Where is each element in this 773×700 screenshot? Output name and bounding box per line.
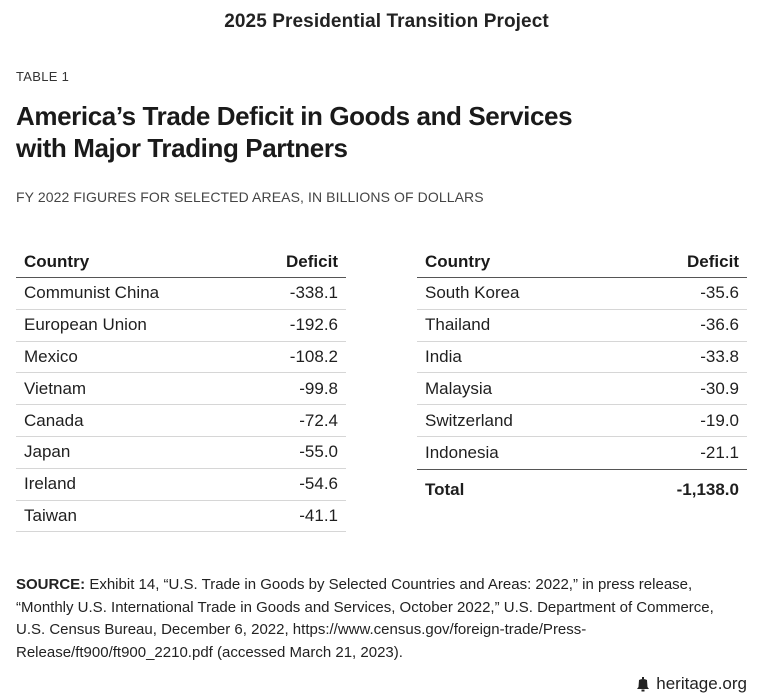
deficit-cell: -19.0 [700, 410, 739, 430]
deficit-cell: -21.1 [700, 442, 739, 462]
source-label: SOURCE: [16, 576, 86, 593]
source-note: SOURCE: Exhibit 14, “U.S. Trade in Goods… [16, 574, 736, 664]
table-row: Indonesia -21.1 [417, 437, 747, 469]
deficit-cell: -54.6 [299, 474, 338, 494]
table-row: India -33.8 [417, 342, 747, 374]
table-subtitle: FY 2022 FIGURES FOR SELECTED AREAS, IN B… [16, 189, 484, 205]
column-header-country: Country [425, 251, 491, 271]
country-cell: Canada [24, 410, 84, 430]
table-row: Ireland -54.6 [16, 469, 346, 501]
column-header-deficit: Deficit [286, 251, 338, 271]
country-cell: European Union [24, 315, 147, 335]
deficit-cell: -192.6 [289, 315, 338, 335]
table-row: Malaysia -30.9 [417, 373, 747, 406]
country-cell: India [425, 346, 462, 366]
country-cell: Indonesia [425, 442, 499, 462]
deficit-cell: -33.8 [700, 346, 739, 366]
deficit-cell: -338.1 [289, 283, 338, 303]
title-line-2: with Major Trading Partners [16, 133, 348, 163]
deficit-cell: -41.1 [299, 505, 338, 525]
title-line-1: America’s Trade Deficit in Goods and Ser… [16, 101, 573, 131]
deficit-table-left: Country Deficit Communist China -338.1 E… [16, 246, 346, 533]
column-header-country: Country [24, 251, 90, 271]
country-cell: South Korea [425, 283, 520, 303]
total-value: -1,138.0 [676, 479, 739, 499]
table-row: Mexico -108.2 [16, 342, 346, 374]
country-cell: Malaysia [425, 378, 493, 398]
table-label: TABLE 1 [16, 69, 70, 84]
deficit-cell: -35.6 [700, 283, 739, 303]
table-row: European Union -192.6 [16, 310, 346, 342]
country-cell: Vietnam [24, 378, 87, 398]
table-row: Canada -72.4 [16, 405, 346, 437]
country-cell: Ireland [24, 474, 76, 494]
column-header-deficit: Deficit [687, 251, 739, 271]
country-cell: Taiwan [24, 505, 77, 525]
table-row: Thailand -36.6 [417, 310, 747, 342]
table-title: America’s Trade Deficit in Goods and Ser… [16, 100, 573, 164]
table-row: Taiwan -41.1 [16, 501, 346, 533]
total-label: Total [425, 479, 465, 499]
table-row: Japan -55.0 [16, 437, 346, 469]
table-header-row: Country Deficit [417, 246, 747, 278]
deficit-cell: -72.4 [299, 410, 338, 430]
deficit-cell: -55.0 [299, 442, 338, 462]
table-row: South Korea -35.6 [417, 278, 747, 310]
table-row: Communist China -338.1 [16, 278, 346, 310]
country-cell: Japan [24, 442, 71, 462]
total-row: Total -1,138.0 [417, 468, 747, 510]
page-header: 2025 Presidential Transition Project [224, 11, 549, 32]
deficit-cell: -30.9 [700, 378, 739, 398]
liberty-bell-icon [636, 676, 650, 692]
country-cell: Switzerland [425, 410, 513, 430]
country-cell: Mexico [24, 346, 78, 366]
table-row: Switzerland -19.0 [417, 405, 747, 437]
deficit-cell: -99.8 [299, 378, 338, 398]
deficit-cell: -36.6 [700, 315, 739, 335]
footer: heritage.org [636, 674, 747, 694]
deficit-cell: -108.2 [289, 346, 338, 366]
deficit-table-right: Country Deficit South Korea -35.6 Thaila… [417, 246, 747, 510]
country-cell: Communist China [24, 283, 160, 303]
source-text: Exhibit 14, “U.S. Trade in Goods by Sele… [16, 576, 714, 661]
footer-site-link[interactable]: heritage.org [656, 674, 747, 693]
table-header-row: Country Deficit [16, 246, 346, 278]
country-cell: Thailand [425, 315, 491, 335]
table-row: Vietnam -99.8 [16, 373, 346, 406]
